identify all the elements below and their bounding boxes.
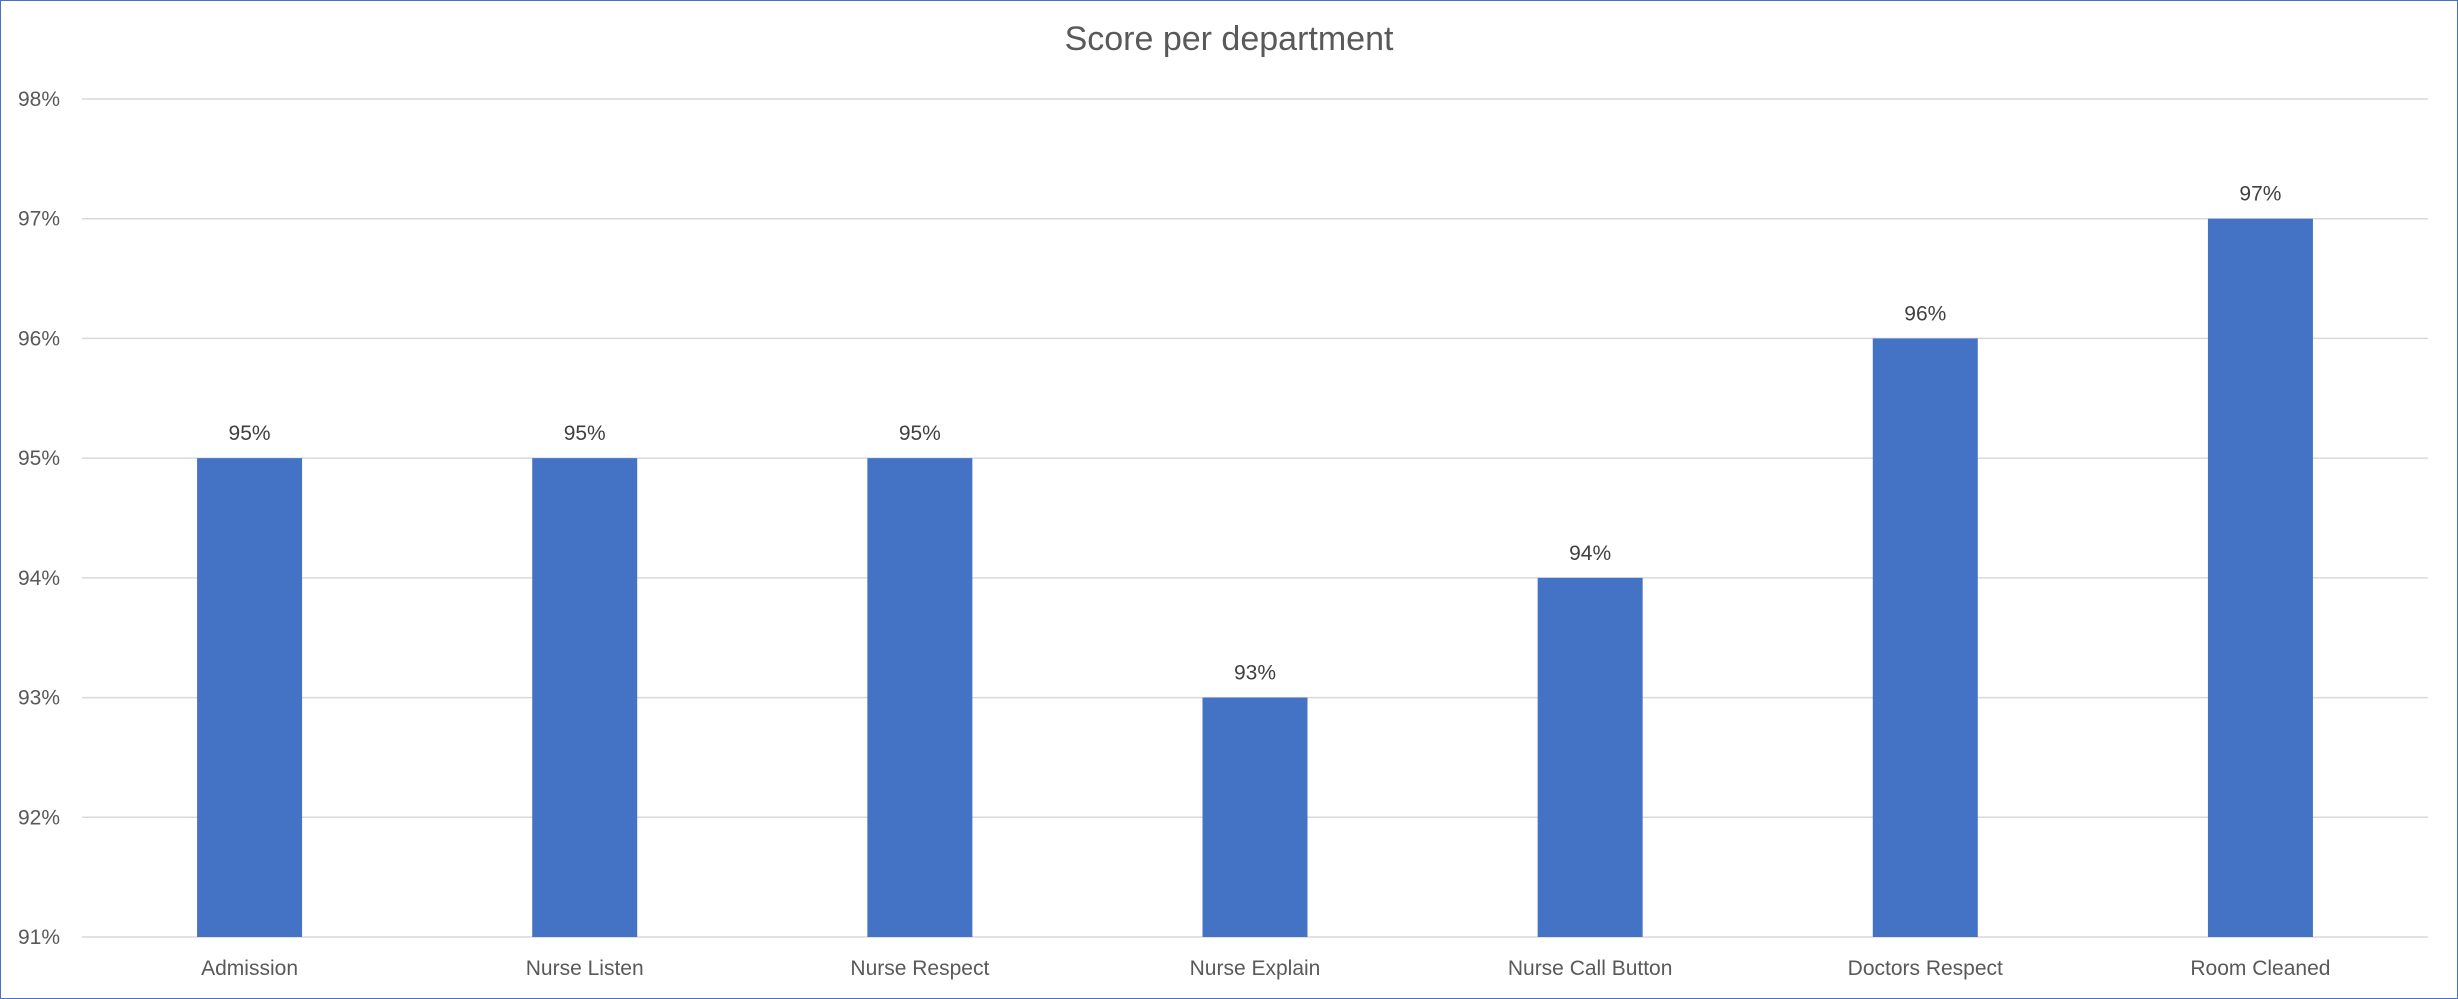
y-axis-tick-labels: 91% 92% 93% 94% 95% 96% 97% 98% xyxy=(18,88,60,949)
bar xyxy=(1202,697,1308,937)
chart-title: Score per department xyxy=(1064,20,1394,58)
bar xyxy=(1872,338,1978,937)
bar xyxy=(2207,218,2313,937)
data-label: 95% xyxy=(229,422,271,445)
y-tick-label: 97% xyxy=(18,208,60,231)
data-label: 95% xyxy=(564,422,606,445)
y-tick-label: 98% xyxy=(18,88,60,111)
bar xyxy=(867,458,973,937)
category-label: Admission xyxy=(201,957,298,980)
data-label: 93% xyxy=(1234,662,1276,685)
data-label: 96% xyxy=(1904,302,1946,325)
y-tick-label: 95% xyxy=(18,447,60,470)
category-label: Nurse Explain xyxy=(1190,957,1321,980)
category-label: Room Cleaned xyxy=(2190,957,2330,980)
data-label: 95% xyxy=(899,422,941,445)
category-label: Nurse Call Button xyxy=(1508,957,1673,980)
data-labels: 95% 95% 95% 93% 94% 96% 97% xyxy=(229,183,2282,685)
y-tick-label: 91% xyxy=(18,926,60,949)
y-tick-label: 96% xyxy=(18,327,60,350)
bars xyxy=(197,218,2313,937)
bar xyxy=(1537,577,1643,937)
category-label: Nurse Respect xyxy=(850,957,989,980)
data-label: 97% xyxy=(2239,183,2281,206)
data-label: 94% xyxy=(1569,542,1611,565)
y-tick-label: 94% xyxy=(18,567,60,590)
category-label: Doctors Respect xyxy=(1848,957,2003,980)
bar xyxy=(532,458,638,937)
x-axis-category-labels: Admission Nurse Listen Nurse Respect Nurse … xyxy=(201,957,2330,980)
y-tick-label: 93% xyxy=(18,687,60,710)
category-label: Nurse Listen xyxy=(526,957,644,980)
y-tick-label: 92% xyxy=(18,806,60,829)
bar xyxy=(197,458,303,937)
